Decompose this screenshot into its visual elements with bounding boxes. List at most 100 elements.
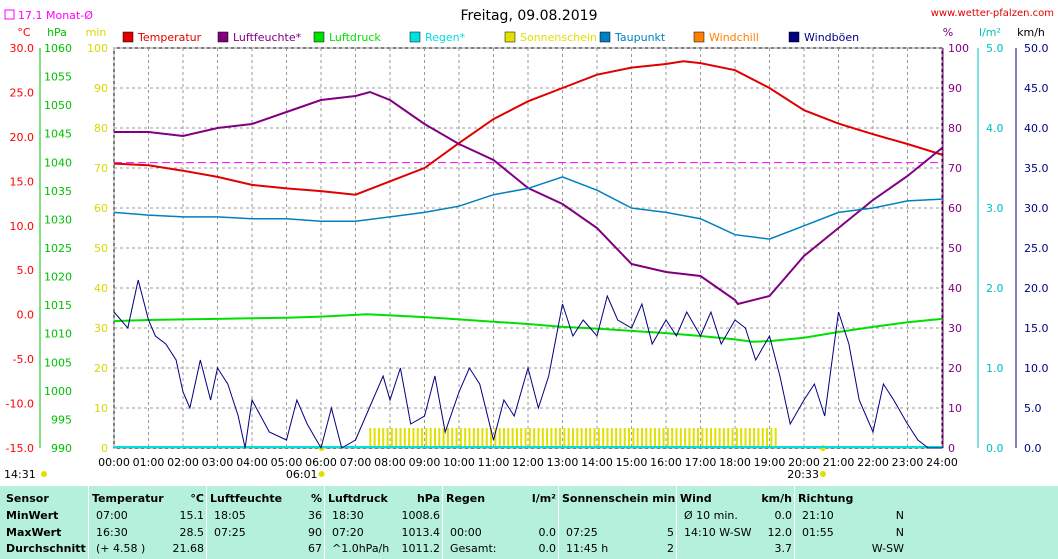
stats-time: 11:45 h <box>566 542 609 555</box>
min-tick-label: 30 <box>94 322 108 335</box>
sunshine-bar <box>610 428 613 448</box>
pressure-tick-label: 1045 <box>44 128 72 141</box>
wind-tick-label: 30.0 <box>1024 202 1049 215</box>
sunshine-bar <box>563 428 566 448</box>
stats-value: N <box>895 526 904 539</box>
chart-title: Freitag, 09.08.2019 <box>461 8 598 24</box>
stats-row-label: MinWert <box>6 509 59 522</box>
sunshine-bar <box>697 428 700 448</box>
stats-value: 1013.4 <box>401 526 441 539</box>
stats-time: 18:30 <box>332 509 364 522</box>
stats-time: ^1.0hPa/h <box>332 542 390 555</box>
stats-column-title: Regen <box>446 492 486 505</box>
temp-tick-label: 30.0 <box>10 42 35 55</box>
wind-tick-label: 20.0 <box>1024 282 1049 295</box>
legend-swatch <box>788 31 800 43</box>
sunshine-bar <box>451 428 454 448</box>
stats-time: 18:05 <box>214 509 246 522</box>
sunshine-bar <box>554 428 557 448</box>
legend-swatch <box>313 31 325 43</box>
stats-value: 0.0 <box>538 526 557 539</box>
temp-tick-label: -15.0 <box>6 442 34 455</box>
temp-tick-label: -10.0 <box>6 398 34 411</box>
stats-value: 0.0 <box>538 542 557 555</box>
sunshine-bar <box>455 428 458 448</box>
x-tick-label: 01:00 <box>133 456 165 469</box>
wind-tick-label: 0.0 <box>1024 442 1042 455</box>
column-divider <box>442 486 443 559</box>
sunshine-bar <box>438 428 441 448</box>
sunset-icon <box>819 471 826 477</box>
rain-tick-label: 4.0 <box>986 122 1004 135</box>
x-tick-label: 22:00 <box>857 456 889 469</box>
sunshine-bar <box>528 428 531 448</box>
sunshine-bar <box>481 428 484 448</box>
sunshine-bar <box>369 428 372 448</box>
pressure-tick-label: 1060 <box>44 42 72 55</box>
sunshine-bar <box>490 428 493 448</box>
column-divider <box>324 486 325 559</box>
wind-tick-label: 35.0 <box>1024 162 1049 175</box>
pressure-unit-label: hPa <box>47 26 67 39</box>
humidity-tick-label: 70 <box>948 162 962 175</box>
pressure-tick-label: 1030 <box>44 213 72 226</box>
stats-column-title: Temperatur <box>92 492 164 505</box>
rain-tick-label: 3.0 <box>986 202 1004 215</box>
sunshine-bar <box>472 428 475 448</box>
series-line-taupunkt <box>113 176 943 240</box>
sunshine-bar <box>761 428 764 448</box>
stats-column-unit: l/m² <box>531 492 556 505</box>
sunshine-bar <box>640 428 643 448</box>
sunshine-bar <box>576 428 579 448</box>
legend-swatch <box>693 31 705 43</box>
rain-tick-label: 0.0 <box>986 442 1004 455</box>
stats-column-unit: km/h <box>761 492 792 505</box>
stats-value: 12.0 <box>767 526 793 539</box>
stats-row-label: MaxWert <box>6 526 62 539</box>
x-tick-label: 24:00 <box>926 456 958 469</box>
x-tick-label: 09:00 <box>409 456 441 469</box>
sunshine-bar <box>559 428 562 448</box>
pressure-tick-label: 1040 <box>44 156 72 169</box>
pressure-tick-label: 995 <box>51 413 72 426</box>
stats-value: N <box>895 509 904 522</box>
sunshine-bar <box>593 428 596 448</box>
sunshine-bar <box>597 428 600 448</box>
x-tick-label: 18:00 <box>719 456 751 469</box>
sunshine-bar <box>373 428 376 448</box>
sunshine-bar <box>390 428 393 448</box>
series-line-luftdruck <box>113 313 943 343</box>
site-url: www.wetter-pfalzen.com <box>931 8 1054 19</box>
legend-label: Regen* <box>425 31 466 44</box>
stats-column-title: Luftfeuchte <box>210 492 283 505</box>
sunshine-bar <box>589 428 592 448</box>
stats-value: 1008.6 <box>401 509 441 522</box>
sunrise-icon <box>318 471 325 477</box>
month-avg-icon <box>4 9 15 20</box>
wind-tick-label: 40.0 <box>1024 122 1049 135</box>
pressure-tick-label: 1020 <box>44 271 72 284</box>
sunshine-bar <box>546 428 549 448</box>
humidity-tick-label: 50 <box>948 242 962 255</box>
temp-unit-label: °C <box>17 26 31 39</box>
sunshine-bar <box>416 428 419 448</box>
legend-swatch <box>122 31 134 43</box>
sunshine-bar <box>722 428 725 448</box>
sunshine-bar <box>671 428 674 448</box>
sunshine-bar <box>744 428 747 448</box>
temp-tick-label: 0.0 <box>17 309 35 322</box>
column-divider <box>558 486 559 559</box>
sunshine-bar <box>386 428 389 448</box>
sunshine-bar <box>653 428 656 448</box>
stats-value: 21.68 <box>172 542 205 555</box>
stats-time: (+ 4.58 ) <box>96 542 146 555</box>
sunshine-bar <box>520 428 523 448</box>
x-tick-label: 00:00 <box>98 456 130 469</box>
wind-tick-label: 15.0 <box>1024 322 1049 335</box>
min-unit-label: min <box>86 26 107 39</box>
sunshine-bar <box>408 428 411 448</box>
min-tick-label: 90 <box>94 82 108 95</box>
column-divider <box>88 486 89 559</box>
temp-tick-label: 25.0 <box>10 86 35 99</box>
stats-column-title: Richtung <box>798 492 854 505</box>
